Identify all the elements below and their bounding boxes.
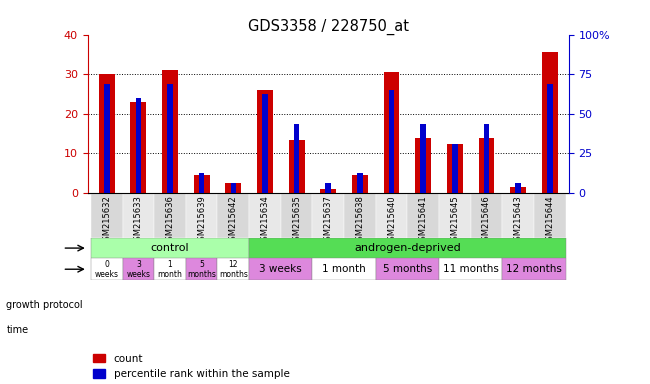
Text: GSM215633: GSM215633 <box>134 195 143 246</box>
Bar <box>542 52 558 193</box>
Text: GSM215637: GSM215637 <box>324 195 333 246</box>
Bar <box>502 258 566 280</box>
Text: GSM215636: GSM215636 <box>166 195 175 246</box>
Text: growth protocol: growth protocol <box>6 300 83 310</box>
Bar <box>131 102 146 193</box>
Bar <box>186 258 218 280</box>
Bar <box>91 238 249 258</box>
Bar <box>502 193 534 238</box>
Bar <box>478 137 495 193</box>
Text: 0
weeks: 0 weeks <box>95 260 119 279</box>
Bar <box>199 173 205 193</box>
Text: GSM215642: GSM215642 <box>229 195 238 246</box>
Bar <box>136 98 141 193</box>
Bar <box>447 144 463 193</box>
Bar <box>249 238 566 258</box>
Bar <box>154 193 186 238</box>
Bar <box>439 258 502 280</box>
Text: GSM215641: GSM215641 <box>419 195 428 246</box>
Text: time: time <box>6 325 29 335</box>
Bar <box>357 173 363 193</box>
Bar <box>218 193 249 238</box>
Bar <box>534 193 566 238</box>
Bar <box>289 140 304 193</box>
Text: GSM215634: GSM215634 <box>261 195 270 246</box>
Bar <box>376 193 408 238</box>
Bar <box>421 124 426 193</box>
Bar <box>231 183 236 193</box>
Text: androgen-deprived: androgen-deprived <box>354 243 461 253</box>
Text: 1 month: 1 month <box>322 264 366 274</box>
Bar <box>294 124 300 193</box>
Bar <box>384 72 400 193</box>
Bar <box>104 84 109 193</box>
Text: GSM215640: GSM215640 <box>387 195 396 246</box>
Bar <box>484 124 489 193</box>
Text: GSM215639: GSM215639 <box>197 195 206 246</box>
Bar <box>510 187 526 193</box>
Text: 3
weeks: 3 weeks <box>126 260 150 279</box>
Bar <box>226 183 241 193</box>
Text: 1
month: 1 month <box>157 260 183 279</box>
Bar <box>547 84 552 193</box>
Text: GSM215643: GSM215643 <box>514 195 523 246</box>
Text: control: control <box>151 243 189 253</box>
Bar <box>249 258 313 280</box>
Text: GSM215638: GSM215638 <box>356 195 365 246</box>
Bar <box>162 70 178 193</box>
Title: GDS3358 / 228750_at: GDS3358 / 228750_at <box>248 18 409 35</box>
Bar <box>313 258 376 280</box>
Bar <box>99 74 114 193</box>
Bar <box>91 193 123 238</box>
Text: GSM215645: GSM215645 <box>450 195 460 246</box>
Bar <box>320 189 336 193</box>
Bar <box>344 193 376 238</box>
Bar <box>326 183 331 193</box>
Bar <box>167 84 173 193</box>
Bar <box>439 193 471 238</box>
Bar <box>376 258 439 280</box>
Bar <box>218 258 249 280</box>
Text: 3 weeks: 3 weeks <box>259 264 302 274</box>
Bar <box>186 193 218 238</box>
Bar <box>262 94 268 193</box>
Bar <box>154 258 186 280</box>
Text: 5
months: 5 months <box>187 260 216 279</box>
Bar <box>515 183 521 193</box>
Bar <box>281 193 313 238</box>
Text: 5 months: 5 months <box>383 264 432 274</box>
Bar <box>352 175 368 193</box>
Bar <box>471 193 502 238</box>
Legend: count, percentile rank within the sample: count, percentile rank within the sample <box>93 354 290 379</box>
Bar <box>249 193 281 238</box>
Text: 12
months: 12 months <box>219 260 248 279</box>
Bar <box>415 137 431 193</box>
Bar <box>91 258 123 280</box>
Text: GSM215635: GSM215635 <box>292 195 301 246</box>
Bar <box>313 193 344 238</box>
Bar <box>389 90 395 193</box>
Bar <box>257 90 273 193</box>
Text: GSM215632: GSM215632 <box>102 195 111 246</box>
Text: 12 months: 12 months <box>506 264 562 274</box>
Text: GSM215646: GSM215646 <box>482 195 491 246</box>
Bar <box>123 258 154 280</box>
Bar <box>452 144 458 193</box>
Bar <box>408 193 439 238</box>
Text: 11 months: 11 months <box>443 264 499 274</box>
Text: GSM215644: GSM215644 <box>545 195 554 246</box>
Bar <box>194 175 209 193</box>
Bar <box>123 193 154 238</box>
